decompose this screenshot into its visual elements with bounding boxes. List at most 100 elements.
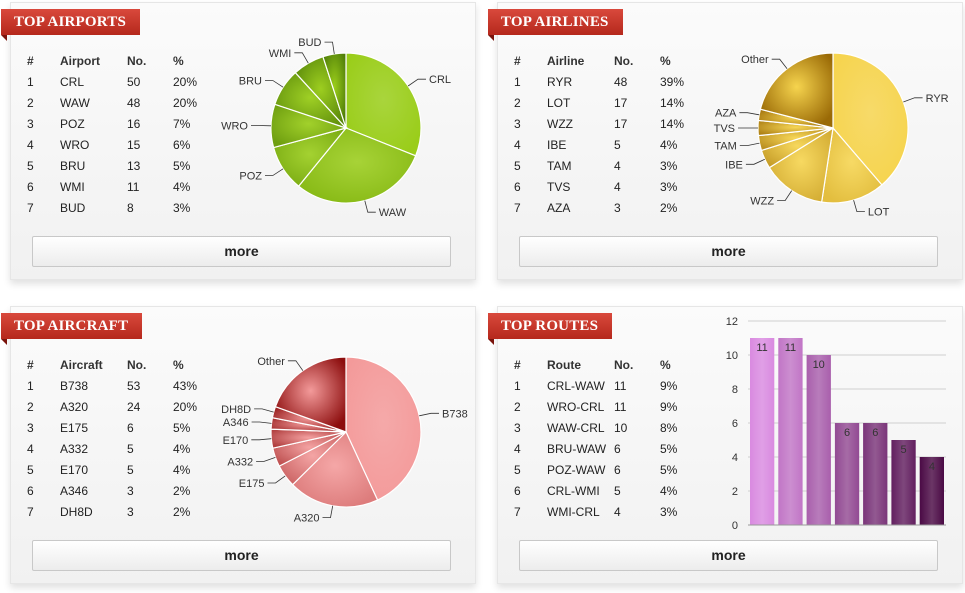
table-row: 3 E175 6 5% xyxy=(27,417,213,438)
table-cell: A346 xyxy=(60,483,89,498)
table-cell: POZ-WAW xyxy=(547,462,606,477)
table-cell: 11 xyxy=(614,378,627,393)
table-cell: CRL-WMI xyxy=(547,483,600,498)
column-header: Airport xyxy=(60,53,100,68)
pie-slice-label: A346 xyxy=(223,417,249,429)
table-row: 3 WZZ 17 14% xyxy=(514,113,700,134)
table-cell: 5 xyxy=(514,158,521,173)
pie-slice-label: A332 xyxy=(227,456,253,468)
y-tick-label: 4 xyxy=(732,452,738,464)
table-cell: 2% xyxy=(173,483,191,498)
table-cell: 7 xyxy=(514,504,521,519)
panel-title: TOP AIRLINES xyxy=(488,9,623,41)
y-tick-label: 8 xyxy=(732,384,738,396)
table-row: 6 CRL-WMI 5 4% xyxy=(514,480,700,501)
bar xyxy=(806,355,831,525)
table-row: 1 CRL-WAW 11 9% xyxy=(514,375,700,396)
table-cell: IBE xyxy=(547,137,567,152)
pie-leader-line xyxy=(324,41,335,54)
table-cell: 2 xyxy=(27,95,34,110)
table-cell: 2 xyxy=(514,399,521,414)
table-header-row: # Aircraft No.% xyxy=(27,354,213,375)
table-row: 1 CRL 50 20% xyxy=(27,71,213,92)
table-cell: 4% xyxy=(173,179,191,194)
table-cell: 17 xyxy=(614,116,628,131)
table-cell: WMI xyxy=(60,179,85,194)
table-row: 6 A346 3 2% xyxy=(27,480,213,501)
pie-slice-label: TAM xyxy=(714,141,736,153)
table-cell: 20% xyxy=(173,95,198,110)
table-cell: 4 xyxy=(614,504,621,519)
pie-slice-label: WRO xyxy=(221,121,248,133)
panel-title: TOP ROUTES xyxy=(488,313,613,345)
table-row: 3 WAW-CRL 10 8% xyxy=(514,417,700,438)
table-row: 2 LOT 17 14% xyxy=(514,92,700,113)
pie-leader-line xyxy=(771,58,788,69)
table-cell: 50 xyxy=(127,74,141,89)
table-cell: 14% xyxy=(660,116,685,131)
table-cell: 5 xyxy=(514,462,521,477)
panel-title: TOP AIRCRAFT xyxy=(1,313,143,345)
table-cell: 3 xyxy=(614,200,621,215)
top-airports-panel: TOP AIRPORTS # Airport No.% 1 CRL 50 20% 2 WAW 48… xyxy=(1,2,476,280)
pie-slice xyxy=(274,356,347,433)
more-button[interactable]: more xyxy=(32,236,451,267)
table-row: 7 DH8D 3 2% xyxy=(27,501,213,522)
table-row: 5 TAM 4 3% xyxy=(514,155,700,176)
table-cell: 7% xyxy=(173,116,191,131)
table-row: 4 BRU-WAW 6 5% xyxy=(514,438,700,459)
table-cell: 4% xyxy=(173,462,191,477)
pie-leader-line xyxy=(419,412,439,417)
pie-leader-line xyxy=(251,421,272,424)
table-cell: WZZ xyxy=(547,116,573,131)
table-cell: 13 xyxy=(127,158,141,173)
table-cell: 16 xyxy=(127,116,141,131)
table-cell: 48 xyxy=(614,74,628,89)
pie-slice-label: Other xyxy=(257,356,285,368)
more-button[interactable]: more xyxy=(519,540,938,571)
table-cell: 6 xyxy=(27,179,34,194)
table-cell: 3 xyxy=(514,116,521,131)
table-cell: 5 xyxy=(127,462,134,477)
table-row: 4 WRO 15 6% xyxy=(27,134,213,155)
table-cell: 2 xyxy=(514,95,521,110)
top-routes-panel: TOP ROUTES # Route No.% 1 CRL-WAW 11 9% 2 WRO-CR… xyxy=(488,306,963,584)
table-cell: WMI-CRL xyxy=(547,504,600,519)
bar xyxy=(891,440,916,525)
table-cell: 6 xyxy=(614,441,621,456)
stats-table: # Route No.% 1 CRL-WAW 11 9% 2 WRO-CRL 11 9% 3 WAW-C… xyxy=(514,354,700,522)
bar-value-label: 5 xyxy=(901,444,907,456)
table-row: 2 WRO-CRL 11 9% xyxy=(514,396,700,417)
table-cell: 1 xyxy=(514,74,521,89)
table-cell: 3 xyxy=(127,483,134,498)
table-cell: 3 xyxy=(27,420,34,435)
bar-value-label: 6 xyxy=(844,427,850,439)
bar xyxy=(750,338,775,525)
table-cell: 2% xyxy=(173,504,191,519)
pie-slice-label: RYR xyxy=(926,93,949,105)
table-cell: 3% xyxy=(660,504,678,519)
table-cell: AZA xyxy=(547,200,571,215)
column-header: % xyxy=(660,357,671,372)
pie-slice-label: DH8D xyxy=(221,404,251,416)
column-header: No. xyxy=(614,357,634,372)
pie-slice xyxy=(345,356,422,501)
pie-slice xyxy=(322,52,347,129)
table-cell: 5 xyxy=(614,483,621,498)
table-row: 1 RYR 48 39% xyxy=(514,71,700,92)
more-button[interactable]: more xyxy=(32,540,451,571)
table-cell: 15 xyxy=(127,137,141,152)
pie-leader-line xyxy=(287,360,304,371)
pie-slice-label: LOT xyxy=(868,207,890,219)
pie-slice xyxy=(768,126,834,203)
y-tick-label: 12 xyxy=(726,316,738,328)
more-button[interactable]: more xyxy=(519,236,938,267)
table-cell: 5 xyxy=(27,462,34,477)
column-header: Aircraft xyxy=(60,357,103,372)
table-cell: 7 xyxy=(27,504,34,519)
bar xyxy=(863,423,888,525)
table-cell: 4 xyxy=(514,137,521,152)
table-cell: 5 xyxy=(27,158,34,173)
column-header: # xyxy=(514,53,521,68)
table-cell: WAW-CRL xyxy=(547,420,605,435)
